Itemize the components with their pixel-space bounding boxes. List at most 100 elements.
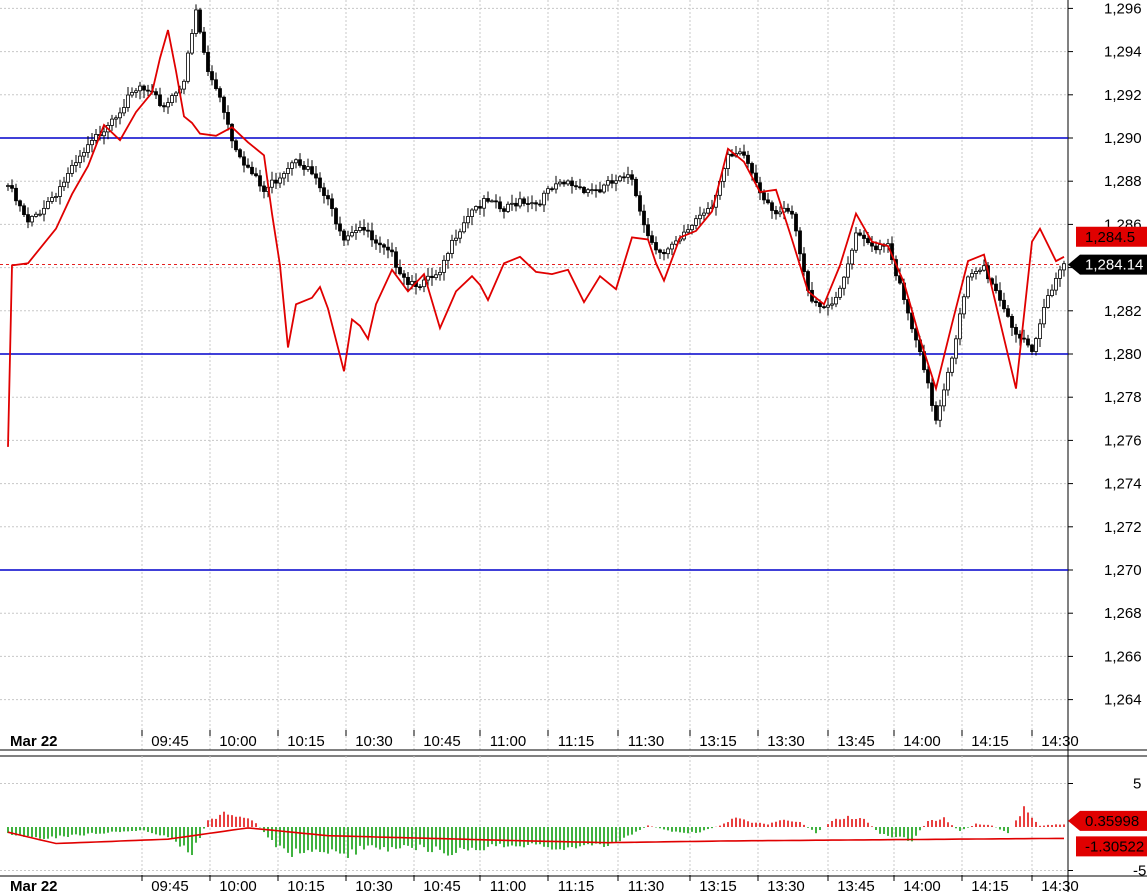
candle-body (262, 185, 266, 192)
candle-body (1026, 338, 1030, 346)
indicator-signal-line (7, 827, 1064, 845)
candle-body (194, 9, 198, 34)
candle-body (286, 168, 290, 174)
candle-body (858, 232, 862, 236)
current-price-tag-bg (1068, 254, 1147, 275)
candle-body (26, 214, 30, 223)
candle-body (426, 275, 430, 281)
candle-body (442, 259, 446, 273)
x-tick-label: 14:30 (1041, 878, 1079, 892)
overlay-line (7, 29, 1065, 447)
candle-body (626, 174, 630, 178)
candle-body (842, 276, 846, 289)
candle-body (82, 152, 86, 157)
candle-body (766, 199, 770, 204)
candle-body (522, 198, 526, 204)
candle-body (846, 263, 850, 278)
candle-body (202, 31, 206, 53)
candle-body (186, 52, 190, 82)
candle-body (10, 185, 14, 189)
candle-body (534, 202, 538, 205)
y-tick-label: 1,278 (1104, 389, 1142, 406)
y-tick-label: 1,272 (1104, 519, 1142, 536)
candle-body (146, 89, 150, 92)
horizontal-levels (0, 137, 1068, 571)
candle-body (38, 213, 42, 216)
candle-body (578, 186, 582, 189)
candle-body (538, 203, 542, 206)
candle-body (334, 208, 338, 225)
signal-value-tag-bg (1076, 836, 1147, 857)
candle-body (346, 235, 350, 241)
candle-body (110, 118, 114, 126)
candle-body (602, 184, 606, 193)
candle-body (418, 286, 422, 289)
candle-body (134, 90, 138, 93)
candle-body (638, 195, 642, 212)
candle-body (502, 208, 506, 212)
signal-line (7, 827, 1064, 845)
candle-body (1010, 315, 1014, 328)
candle-body (854, 232, 858, 251)
candle-body (1014, 327, 1018, 335)
candle-body (814, 300, 818, 303)
candle-body (1002, 299, 1006, 310)
candle-body (478, 206, 482, 209)
candle-body (930, 382, 934, 406)
y-tick-label: 1,266 (1104, 648, 1142, 665)
candle-body (1006, 308, 1010, 317)
candle-body (86, 144, 90, 153)
candle-body (746, 154, 750, 164)
candle-body (70, 164, 74, 174)
candle-body (142, 85, 146, 91)
candle-body (274, 179, 278, 184)
candle-body (1038, 323, 1042, 339)
candle-body (774, 210, 778, 215)
candle-body (174, 92, 178, 96)
candle-body (834, 296, 838, 305)
candle-body (114, 117, 118, 120)
candle-body (34, 213, 38, 217)
candle-body (430, 275, 434, 279)
candle-body (770, 202, 774, 211)
candle-body (18, 200, 22, 207)
candle-body (166, 102, 170, 108)
x-tick-label: 10:30 (355, 733, 393, 750)
candle-body (1050, 289, 1054, 296)
candle-body (970, 273, 974, 278)
candle-body (554, 183, 558, 190)
candle-body (722, 168, 726, 182)
candle-body (934, 405, 938, 421)
x-tick-label: 09:45 (151, 733, 189, 750)
overlay-value-tag: 1,284.5 (1085, 229, 1135, 246)
candle-body (618, 176, 622, 182)
candle-body (238, 149, 242, 158)
candle-body (230, 123, 234, 142)
candle-body (830, 303, 834, 306)
candle-body (574, 185, 578, 188)
candle-body (62, 181, 66, 188)
candle-body (566, 180, 570, 185)
candle-body (738, 151, 742, 155)
candle-body (726, 153, 730, 169)
candle-body (434, 274, 438, 279)
candle-body (1054, 277, 1058, 291)
candle-body (338, 223, 342, 232)
y-tick-label: 1,280 (1104, 346, 1142, 363)
candle-body (374, 239, 378, 244)
x-tick-label: 11:30 (628, 878, 664, 892)
indicator-value-axis: 5 -5 (1068, 776, 1146, 880)
candle-body (510, 202, 514, 205)
candle-body (422, 279, 426, 288)
candle-body (690, 224, 694, 231)
y-tick-label: 1,294 (1104, 44, 1142, 61)
candle-body (634, 178, 638, 197)
candle-body (318, 177, 322, 189)
x-tick-label: 11:00 (490, 733, 526, 750)
x-tick-label: 09:45 (151, 878, 189, 892)
main-price-axis: 1,264 1,266 1,268 1,270 1,272 1,274 1,276 1,278… (1068, 0, 1142, 709)
candle-body (302, 164, 306, 170)
candle-body (154, 91, 158, 96)
candle-body (646, 224, 650, 237)
candle-body (954, 338, 958, 359)
